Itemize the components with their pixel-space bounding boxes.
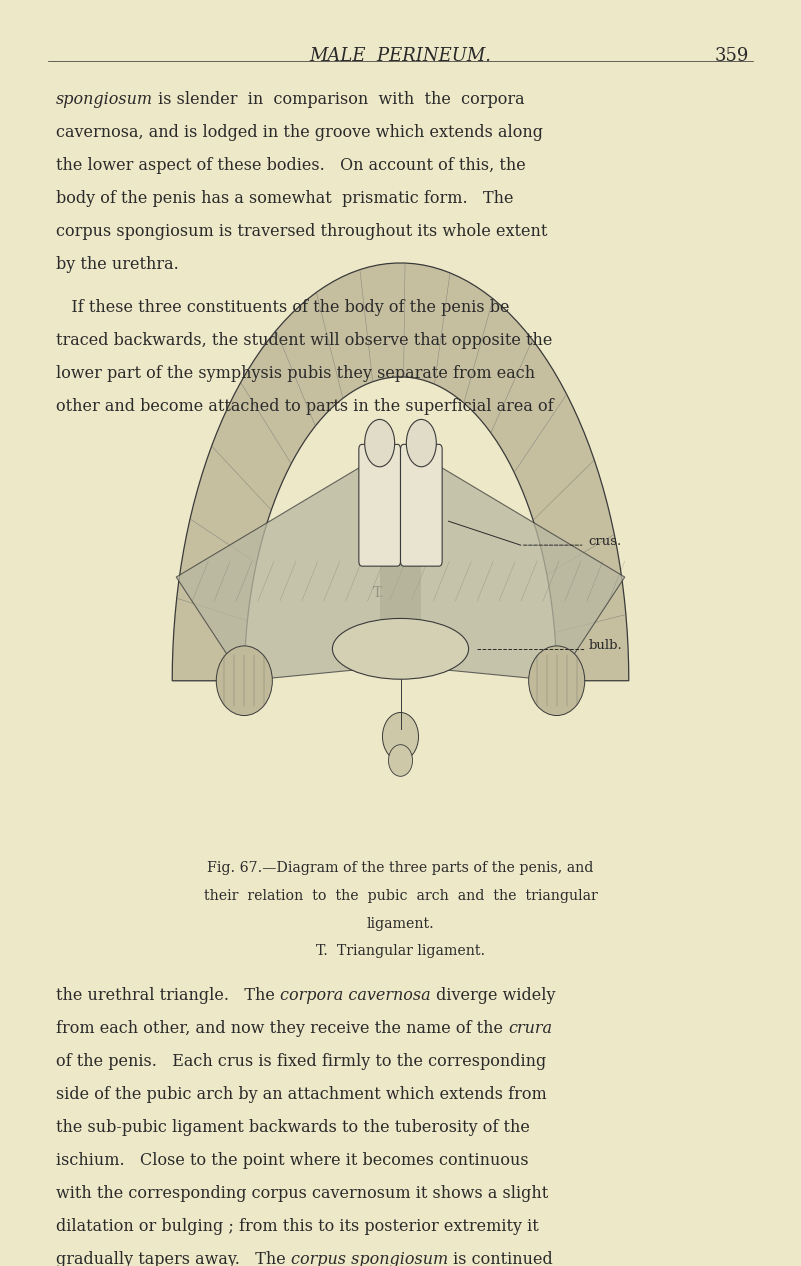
Text: is slender  in  comparison  with  the  corpora: is slender in comparison with the corpor…	[153, 91, 525, 108]
Text: their  relation  to  the  pubic  arch  and  the  triangular: their relation to the pubic arch and the…	[203, 889, 598, 903]
Text: other and become attached to parts in the superficial area of: other and become attached to parts in th…	[56, 398, 553, 414]
Text: If these three constituents of the body of the penis be: If these three constituents of the body …	[56, 299, 509, 315]
FancyBboxPatch shape	[380, 553, 421, 625]
Ellipse shape	[216, 646, 272, 715]
Text: diverge widely: diverge widely	[431, 987, 555, 1004]
Text: corpora cavernosa: corpora cavernosa	[280, 987, 431, 1004]
Circle shape	[364, 419, 395, 467]
Text: from each other, and now they receive the name of the: from each other, and now they receive th…	[56, 1020, 508, 1037]
Text: cavernosa, and is lodged in the groove which extends along: cavernosa, and is lodged in the groove w…	[56, 124, 543, 141]
Text: of the penis.   Each crus is fixed firmly to the corresponding: of the penis. Each crus is fixed firmly …	[56, 1053, 546, 1070]
Circle shape	[406, 419, 437, 467]
Text: the lower aspect of these bodies.   On account of this, the: the lower aspect of these bodies. On acc…	[56, 157, 525, 173]
Text: spongiosum: spongiosum	[56, 91, 153, 108]
PathPatch shape	[172, 263, 629, 681]
Text: crura: crura	[508, 1020, 552, 1037]
Text: ligament.: ligament.	[367, 917, 434, 931]
Text: traced backwards, the student will observe that opposite the: traced backwards, the student will obser…	[56, 332, 553, 348]
Text: side of the pubic arch by an attachment which extends from: side of the pubic arch by an attachment …	[56, 1086, 547, 1103]
PathPatch shape	[176, 457, 625, 681]
Ellipse shape	[383, 713, 418, 761]
Text: MALE  PERINEUM.: MALE PERINEUM.	[309, 47, 492, 65]
Text: dilatation or bulging ; from this to its posterior extremity it: dilatation or bulging ; from this to its…	[56, 1218, 539, 1234]
FancyBboxPatch shape	[359, 444, 400, 566]
Ellipse shape	[332, 618, 469, 679]
Text: 359: 359	[714, 47, 749, 65]
Text: corpus spongiosum is traversed throughout its whole extent: corpus spongiosum is traversed throughou…	[56, 223, 547, 239]
Text: corpus spongiosum: corpus spongiosum	[291, 1251, 448, 1266]
Text: the urethral triangle.   The: the urethral triangle. The	[56, 987, 280, 1004]
Ellipse shape	[529, 646, 585, 715]
Text: T.  Triangular ligament.: T. Triangular ligament.	[316, 944, 485, 958]
Text: with the corresponding corpus cavernosum it shows a slight: with the corresponding corpus cavernosum…	[56, 1185, 549, 1201]
Text: body of the penis has a somewhat  prismatic form.   The: body of the penis has a somewhat prismat…	[56, 190, 513, 206]
Text: is continued: is continued	[448, 1251, 553, 1266]
Text: the sub-pubic ligament backwards to the tuberosity of the: the sub-pubic ligament backwards to the …	[56, 1119, 530, 1136]
Text: ischium.   Close to the point where it becomes continuous: ischium. Close to the point where it bec…	[56, 1152, 529, 1169]
Text: T.: T.	[372, 586, 384, 600]
Text: gradually tapers away.   The: gradually tapers away. The	[56, 1251, 291, 1266]
Text: bulb.: bulb.	[589, 638, 622, 652]
Ellipse shape	[388, 744, 413, 776]
Text: by the urethra.: by the urethra.	[56, 256, 179, 272]
Text: Fig. 67.—Diagram of the three parts of the penis, and: Fig. 67.—Diagram of the three parts of t…	[207, 861, 594, 875]
Text: lower part of the symphysis pubis they separate from each: lower part of the symphysis pubis they s…	[56, 365, 535, 381]
FancyBboxPatch shape	[400, 444, 442, 566]
Text: crus.: crus.	[589, 534, 622, 548]
